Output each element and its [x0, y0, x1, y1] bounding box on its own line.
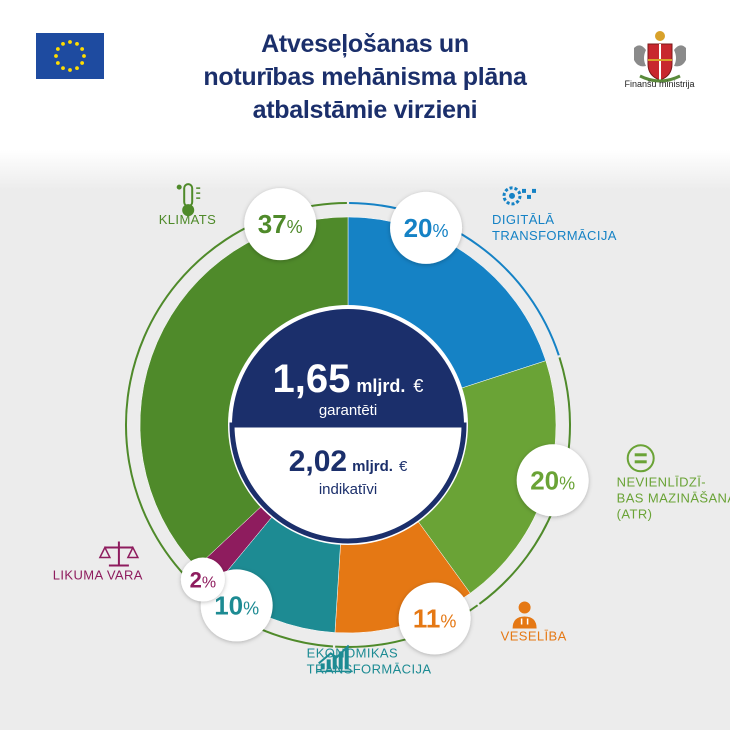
category-label: VESELĪBA [501, 628, 567, 643]
scales-icon [98, 541, 140, 567]
center-value-1: 1,65 mljrd. € [273, 357, 424, 401]
eu-star [61, 41, 65, 46]
category-label: EKONOMIKAS TRANSFORMĀCIJA [307, 645, 432, 676]
growth-chart-icon [316, 644, 353, 673]
center-caption-1: garantēti [319, 402, 377, 419]
value-label: 10% [214, 590, 259, 620]
doctor-icon [512, 601, 537, 629]
category-label: NEVIENLĪDZĪ-BAS MAZINĀŠANA (ATR) [617, 474, 730, 521]
value-badge [244, 188, 317, 261]
value-badge [398, 582, 471, 655]
eu-star [68, 68, 72, 72]
ministry-name: Finanšu ministrija [624, 79, 695, 89]
thermometer-icon [176, 183, 201, 217]
value-badge [516, 444, 589, 517]
eu-star [55, 47, 60, 51]
digital-gear-icon [502, 186, 536, 206]
eu-star [54, 54, 58, 58]
page-title: Atveseļošanas un noturības mehānisma plā… [160, 28, 570, 127]
eu-flag-icon [36, 33, 104, 79]
center-top-half [232, 309, 464, 425]
value-badge [180, 557, 225, 602]
value-label: 11% [413, 603, 457, 633]
outer-ring-arc [349, 202, 560, 356]
center-bottom-half [229, 422, 467, 544]
eu-star [68, 40, 72, 44]
value-label: 20% [404, 213, 449, 243]
coat-of-arms-icon [634, 31, 686, 83]
title-line-3: atbalstāmie virzieni [252, 96, 478, 124]
center-caption-2: indikatīvi [319, 481, 377, 498]
title-line-1: Atveseļošanas un [261, 30, 469, 58]
header-fade [0, 150, 730, 190]
eu-star [80, 47, 85, 51]
category-label: DIGITĀLĀ TRANSFORMĀCIJA [492, 212, 617, 243]
title-line-2: noturības mehānisma plāna [203, 63, 527, 91]
eu-star [55, 61, 60, 65]
category-label: LIKUMA VARA [53, 568, 143, 583]
value-label: 20% [530, 465, 575, 495]
value-label: 37% [258, 209, 303, 239]
eu-star [75, 66, 79, 71]
eu-star [75, 41, 79, 46]
eu-star [61, 66, 65, 71]
equality-icon [626, 444, 655, 473]
eu-star [82, 54, 86, 58]
eu-star [80, 61, 85, 65]
center-value-2: 2,02 mljrd. € [289, 445, 408, 478]
category-label: KLIMATS [159, 212, 216, 227]
value-label: 2% [190, 568, 216, 593]
value-badge [390, 191, 463, 264]
header: Atveseļošanas un noturības mehānisma plā… [0, 0, 730, 158]
